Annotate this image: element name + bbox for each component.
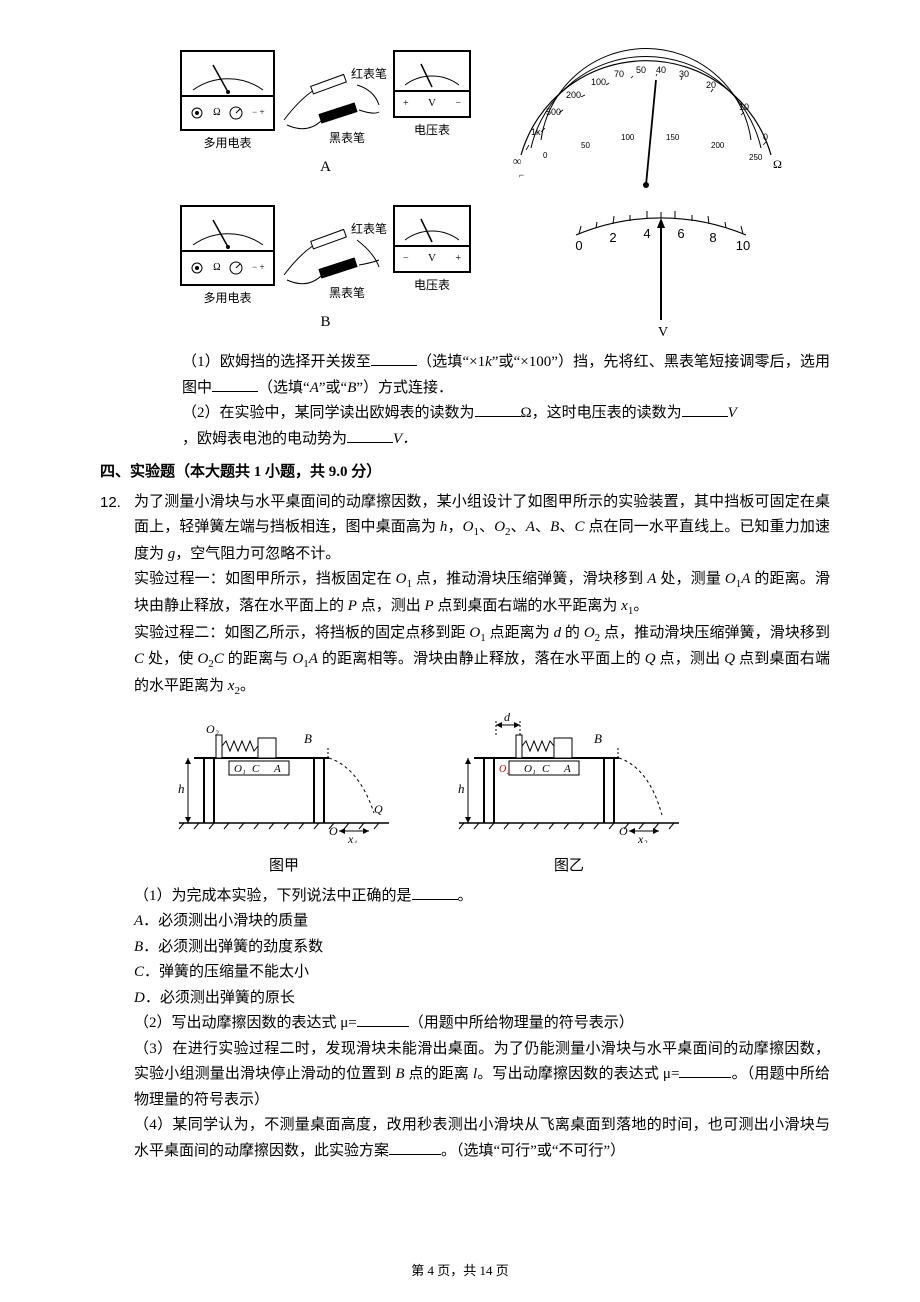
figure-row-a: Ω − + 多用电表 红表笔 黑表笔 [180, 40, 830, 190]
q12-sub1: （1）为完成本实验，下列说法中正确的是。 [134, 884, 830, 910]
svg-text:⌐: ⌐ [519, 170, 524, 180]
svg-text:500: 500 [546, 107, 561, 117]
svg-text:∞: ∞ [513, 154, 522, 168]
choice-b: B．必须测出弹簧的劲度系数 [134, 935, 830, 961]
red-probe-label-a: 红表笔 [351, 66, 387, 81]
choice-c: C．弹簧的压缩量不能太小 [134, 960, 830, 986]
svg-text:200: 200 [566, 90, 581, 100]
multimeter-b: Ω − + 多用电表 [180, 205, 275, 308]
voltmeter-label-a: 电压表 [393, 120, 471, 140]
experiment-diagrams: O₂ B O₁ C A h Q [174, 713, 830, 880]
svg-text:200: 200 [711, 141, 725, 150]
dial-icon [229, 106, 243, 120]
linear-dial: 0 2 4 6 8 10 V [561, 200, 761, 340]
svg-text:B: B [594, 731, 602, 746]
caption-yi: 图乙 [454, 854, 684, 880]
svg-text:0: 0 [575, 238, 582, 253]
svg-text:x₂: x₂ [637, 832, 648, 843]
svg-text:Q: Q [374, 802, 383, 816]
diagram-jia: O₂ B O₁ C A h Q [174, 713, 394, 843]
caption-jia: 图甲 [174, 854, 394, 880]
diagram-yi: d B O₂ O₁ C A h O [454, 713, 684, 843]
svg-text:100: 100 [621, 133, 635, 142]
multimeter-needle-a [183, 52, 273, 95]
q11-part2: （2）在实验中，某同学读出欧姆表的读数为Ω，这时电压表的读数为V ，欧姆表电池的… [182, 401, 830, 452]
voltmeter-b: −V+ 电压表 [393, 205, 471, 295]
svg-text:V: V [658, 325, 668, 340]
svg-text:h: h [458, 781, 465, 796]
svg-text:10: 10 [739, 102, 749, 112]
multimeter-a: Ω − + 多用电表 [180, 50, 275, 153]
svg-text:O₁: O₁ [234, 763, 246, 775]
choice-d: D．必须测出弹簧的原长 [134, 986, 830, 1012]
config-b-label: B [180, 310, 471, 336]
svg-text:30: 30 [679, 69, 689, 79]
svg-text:70: 70 [614, 69, 624, 79]
black-probe-label-a: 黑表笔 [329, 130, 365, 145]
config-a-label: A [180, 155, 471, 181]
svg-text:150: 150 [666, 133, 680, 142]
q12-number: 12. [100, 490, 134, 1165]
svg-text:10: 10 [736, 238, 750, 253]
multimeter-label-a: 多用电表 [180, 133, 275, 153]
svg-text:0: 0 [543, 151, 548, 160]
svg-text:O₂: O₂ [499, 764, 510, 775]
svg-text:40: 40 [656, 65, 666, 75]
svg-text:B: B [304, 731, 312, 746]
svg-text:x₁: x₁ [347, 832, 358, 843]
svg-text:d: d [504, 713, 511, 724]
svg-text:250: 250 [749, 153, 763, 162]
terminal-icon [190, 106, 204, 120]
svg-text:2: 2 [609, 230, 616, 245]
section-4-heading: 四、实验题（本大题共 1 小题，共 9.0 分） [100, 460, 830, 486]
voltmeter-a: + V − 电压表 [393, 50, 471, 140]
choice-a: A．必须测出小滑块的质量 [134, 909, 830, 935]
voltmeter-needle-a [395, 52, 469, 90]
page-footer: 第 4 页，共 14 页 [0, 1260, 920, 1282]
svg-text:C: C [542, 763, 550, 775]
q11-part1: （1）欧姆挡的选择开关拨至（选填“×1k”或“×100”）挡，先将红、黑表笔短接… [182, 350, 830, 401]
arc-dial: 1k500200 1007050 403020 100 050100 15020… [501, 40, 791, 190]
svg-text:8: 8 [709, 230, 716, 245]
svg-text:100: 100 [591, 77, 606, 87]
svg-text:O: O [619, 824, 628, 838]
svg-text:Ω: Ω [773, 157, 782, 171]
svg-text:O₁: O₁ [524, 763, 536, 775]
svg-text:1k: 1k [531, 127, 541, 137]
svg-text:0: 0 [763, 132, 768, 142]
q12-proc2: 实验过程二：如图乙所示，将挡板的固定点移到距 O1 点距离为 d 的 O2 点，… [134, 621, 830, 701]
svg-text:O₂: O₂ [206, 722, 219, 736]
q12-sub4: （4）某同学认为，不测量桌面高度，改用秒表测出小滑块从飞离桌面到落地的时间，也可… [134, 1113, 830, 1164]
svg-text:A: A [563, 763, 571, 775]
meter-config-b: Ω − + 多用电表 红表笔 黑表笔 [180, 205, 471, 336]
meter-config-a: Ω − + 多用电表 红表笔 黑表笔 [180, 50, 471, 181]
q12: 12. 为了测量小滑块与水平桌面间的动摩擦因数，某小组设计了如图甲所示的实验装置… [100, 490, 830, 1165]
svg-text:h: h [178, 781, 185, 796]
multimeter-label-b: 多用电表 [180, 288, 275, 308]
svg-text:O: O [329, 824, 338, 838]
svg-text:4: 4 [643, 226, 650, 241]
probe-area-a: 红表笔 黑表笔 [279, 50, 389, 140]
svg-text:黑表笔: 黑表笔 [329, 285, 365, 300]
svg-text:20: 20 [706, 80, 716, 90]
q12-intro: 为了测量小滑块与水平桌面间的动摩擦因数，某小组设计了如图甲所示的实验装置，其中挡… [134, 490, 830, 568]
svg-text:C: C [252, 763, 260, 775]
svg-text:6: 6 [677, 226, 684, 241]
q12-proc1: 实验过程一：如图甲所示，挡板固定在 O1 点，推动滑块压缩弹簧，滑块移到 A 处… [134, 567, 830, 620]
svg-text:50: 50 [581, 141, 590, 150]
q12-sub3: （3）在进行实验过程二时，发现滑块未能滑出桌面。为了仍能测量小滑块与水平桌面间的… [134, 1037, 830, 1114]
svg-text:A: A [273, 763, 281, 775]
svg-text:50: 50 [636, 65, 646, 75]
svg-text:红表笔: 红表笔 [351, 221, 387, 236]
probe-area-b: 红表笔 黑表笔 [279, 205, 389, 295]
q12-sub2: （2）写出动摩擦因数的表达式 μ=（用题中所给物理量的符号表示） [134, 1011, 830, 1037]
voltmeter-label-b: 电压表 [393, 275, 471, 295]
figure-row-b: Ω − + 多用电表 红表笔 黑表笔 [180, 200, 830, 340]
